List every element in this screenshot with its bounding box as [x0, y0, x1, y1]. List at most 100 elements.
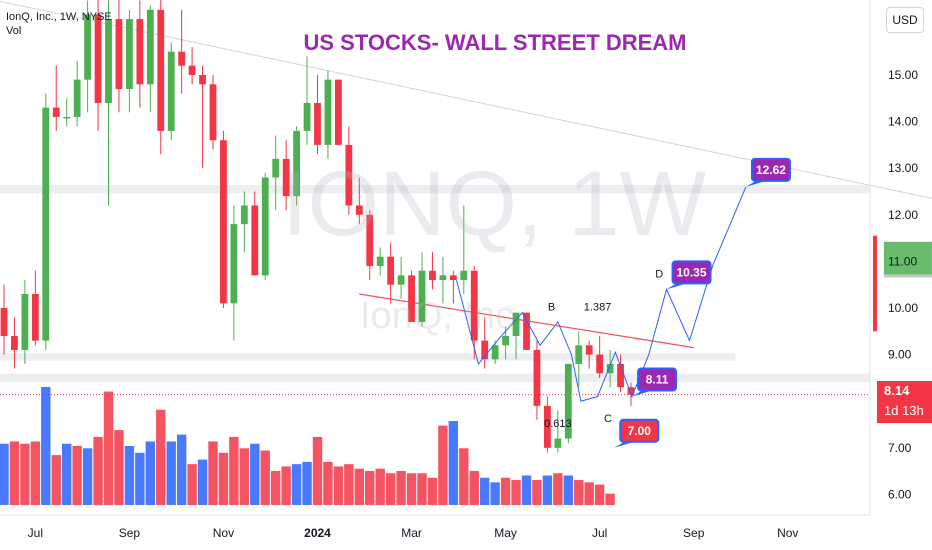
- candle-body: [126, 19, 133, 89]
- candle-body: [42, 107, 50, 341]
- volume-bar: [396, 470, 406, 505]
- currency-button[interactable]: USD: [886, 7, 924, 33]
- volume-bar: [553, 473, 563, 505]
- volume-bar: [176, 434, 187, 505]
- candle-body: [564, 363, 572, 439]
- volume-bar: [594, 484, 605, 505]
- volume-bar: [124, 446, 135, 505]
- projection-label: D: [655, 269, 663, 281]
- candle-body: [523, 312, 530, 350]
- target-label-box: [750, 157, 791, 182]
- symbol-line[interactable]: IonQ, Inc., 1W, NYSE: [6, 11, 112, 23]
- candle-body: [397, 275, 405, 285]
- zone-band: [0, 353, 736, 361]
- candle-body: [188, 65, 196, 75]
- volume-bar: [72, 446, 82, 505]
- volume-bar: [281, 466, 291, 505]
- candle-body: [387, 256, 395, 285]
- time-tick-label: Mar: [401, 526, 422, 540]
- candle-body: [272, 158, 280, 178]
- time-tick-label: Sep: [683, 526, 705, 540]
- volume-bar: [532, 480, 542, 505]
- price-tick-label: 6.00: [888, 487, 912, 501]
- volume-label[interactable]: Vol: [6, 25, 22, 37]
- volume-bar: [354, 468, 365, 505]
- target-label-value: 7.00: [628, 424, 652, 438]
- price-tick-label: 9.00: [888, 348, 912, 362]
- candle-body: [209, 84, 217, 141]
- target-pointer: [614, 441, 635, 448]
- candle-body: [167, 51, 175, 131]
- volume-bar: [438, 425, 448, 505]
- volume-bar: [406, 473, 417, 505]
- volume-bar: [218, 452, 229, 505]
- volume-bar: [187, 464, 197, 505]
- bar-countdown: 1d 13h: [884, 403, 924, 418]
- candle-body: [324, 79, 332, 145]
- candle-body: [230, 224, 238, 304]
- candle-body: [220, 140, 227, 304]
- time-tick-label: Nov: [213, 526, 234, 540]
- candle-body: [261, 177, 269, 276]
- volume-bar: [323, 461, 333, 505]
- target-label-value: 12.62: [756, 163, 786, 177]
- volume-bar: [51, 455, 61, 505]
- volume-bar: [0, 443, 9, 505]
- candle-body: [178, 51, 186, 66]
- volume-bar: [490, 482, 500, 505]
- volume-bar: [250, 443, 260, 505]
- candle-body: [31, 294, 39, 341]
- chart-title: US STOCKS- WALL STREET DREAM: [303, 30, 687, 55]
- volume-bar: [197, 459, 208, 505]
- projection-path: [456, 186, 747, 402]
- time-tick-label: Sep: [119, 526, 141, 540]
- volume-bar: [333, 466, 344, 505]
- volume-bar: [239, 448, 250, 505]
- volume-bar: [41, 387, 51, 505]
- candle-body: [52, 107, 60, 117]
- candle-body: [63, 116, 71, 119]
- price-tick-label: 14.00: [888, 115, 918, 129]
- target-label-value: 10.35: [677, 265, 707, 279]
- candle-body: [596, 354, 604, 374]
- price-tick-label: 11.00: [888, 254, 917, 268]
- watermark-ticker: IONQ, 1W: [282, 153, 707, 255]
- price-tick-label: 7.00: [888, 441, 912, 455]
- chart-legend: IonQ, Inc., 1W, NYSE Vol: [6, 10, 112, 38]
- candle-body: [418, 270, 426, 322]
- candle-body: [293, 130, 300, 197]
- volume-bar: [61, 443, 72, 505]
- zone-band: [0, 373, 871, 383]
- target-pointer: [632, 390, 653, 397]
- candle-body: [303, 102, 311, 131]
- volume-bar: [145, 441, 156, 505]
- candle-body: [366, 214, 374, 267]
- projection-label: 0.613: [544, 418, 572, 430]
- volume-bar: [9, 441, 20, 505]
- candle-body: [449, 275, 457, 281]
- volume-bar: [270, 470, 281, 505]
- candle-body: [146, 9, 154, 85]
- candle-body: [136, 19, 144, 85]
- candle-body: [73, 79, 81, 117]
- volume-bar: [114, 430, 124, 505]
- target-label-box: [619, 418, 660, 443]
- projection-label: B: [548, 301, 555, 313]
- time-tick-label: Nov: [777, 526, 798, 540]
- volume-bar: [20, 443, 30, 505]
- volume-bar: [469, 470, 479, 505]
- volume-bar: [385, 473, 396, 505]
- candle-body: [554, 438, 562, 448]
- price-tick-label: 10.00: [888, 301, 918, 315]
- volume-bar: [312, 436, 323, 505]
- candle-body: [345, 144, 353, 206]
- volume-bar: [260, 450, 270, 505]
- candle-body: [627, 387, 635, 395]
- target-label-box: [637, 367, 678, 392]
- candle-body: [575, 345, 583, 364]
- volume-bar: [521, 475, 532, 505]
- price-tick-label: 15.00: [888, 68, 918, 82]
- volume-bar: [417, 473, 427, 505]
- volume-bar: [375, 468, 385, 505]
